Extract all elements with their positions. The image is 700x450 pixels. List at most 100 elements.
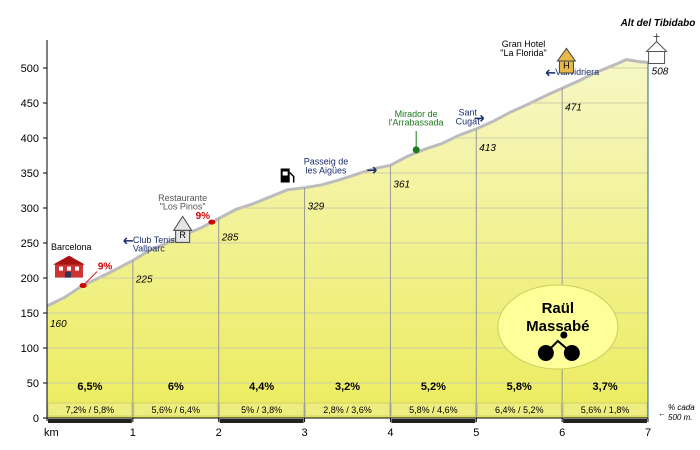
half-km-gradient-cell [219, 402, 304, 417]
town-icon-window [67, 266, 71, 271]
half-km-gradient-cell [133, 402, 218, 417]
elevation-label: 329 [308, 202, 325, 213]
arrow-left-icon [545, 69, 556, 77]
segment-gradient-label: 4,4% [249, 381, 274, 393]
poi-label: Vallparc [133, 243, 165, 253]
segment-gradient-label: 5,2% [421, 381, 446, 393]
y-tick-label: 500 [21, 63, 39, 75]
rider-bubble [497, 284, 619, 370]
half-km-gradient-cell [562, 402, 648, 417]
bicycle-icon-frame [545, 339, 573, 354]
church-icon-roof [645, 40, 668, 52]
km-strip [563, 419, 647, 423]
restaurant-icon-body [175, 229, 191, 243]
half-km-gradient-cell [305, 402, 390, 417]
poi-label: Sant [458, 108, 477, 118]
elevation-label: 413 [479, 143, 496, 154]
km-strip [48, 419, 132, 423]
x-tick-label: 3 [302, 427, 308, 439]
elevation-label: 285 [221, 233, 239, 244]
elevation-label: 160 [50, 319, 67, 330]
y-tick-label: 400 [21, 133, 39, 145]
poi-label: Barcelona [51, 242, 92, 252]
km-strip [133, 419, 218, 423]
y-tick-label: 350 [21, 168, 39, 180]
y-tick-label: 0 [33, 413, 39, 425]
steep-marker-dot [79, 283, 87, 289]
fuel-icon-hose [289, 171, 295, 183]
half-km-gradient-label: 5,6% / 6,4% [152, 405, 201, 415]
poi-label: Club Tenis [133, 235, 175, 245]
y-tick-label: 450 [21, 98, 39, 110]
x-tick-label: 2 [216, 427, 222, 439]
hotel-icon-body [558, 60, 574, 74]
rider-icon-head [560, 331, 568, 339]
y-tick-label: 150 [21, 308, 39, 320]
elevation-label: 471 [565, 102, 582, 113]
km-strip [305, 419, 390, 423]
y-tick-label: 100 [21, 343, 39, 355]
half-km-gradient-label: 7,2% / 5,8% [66, 405, 115, 415]
hotel-icon-letter: H [563, 61, 570, 71]
poi-label: "Los Pinos" [160, 201, 206, 211]
half-km-gradient-label: 6,4% / 5,2% [495, 405, 544, 415]
town-icon-window [59, 266, 63, 271]
poi-label: "La Florida" [500, 48, 546, 58]
half-km-gradient-label: 5,8% / 4,6% [409, 405, 458, 415]
x-tick-label: 6 [559, 427, 565, 439]
elevation-label: 361 [393, 179, 410, 190]
town-icon-roof [53, 255, 85, 265]
half-km-gradient-cell [477, 402, 562, 417]
restaurant-icon-letter: R [179, 230, 186, 240]
half-km-gradient-label: 5% / 3,8% [241, 405, 282, 415]
arrow-right-icon [367, 166, 377, 174]
y-tick-label: 300 [21, 203, 39, 215]
steep-marker-leader [84, 271, 98, 284]
segment-gradient-label: 6% [168, 381, 184, 393]
steep-marker-label: 9% [196, 211, 211, 222]
half-km-gradient-label: 5,6% / 1,8% [581, 405, 630, 415]
rider-first-name: Raül [542, 300, 575, 317]
gradient-note-arrow: ← [658, 409, 666, 418]
y-tick-label: 250 [21, 238, 39, 250]
x-tick-label: 7 [645, 427, 651, 439]
poi-label: Restaurante [158, 193, 207, 203]
poi-label: Gran Hotel [502, 39, 546, 49]
half-km-gradient-label: 2,8% / 3,6% [323, 405, 372, 415]
gradient-note-line1: % cada [668, 403, 695, 412]
chart-title: Alt del Tibidabo [620, 18, 696, 29]
segment-gradient-label: 3,2% [335, 381, 360, 393]
segment-gradient-label: 3,7% [593, 381, 618, 393]
x-tick-label: 5 [473, 427, 479, 439]
km-strip [219, 419, 304, 423]
rider-last-name: Massabé [526, 318, 589, 335]
poi-label: Vallvidriera [555, 67, 599, 77]
poi-label: Cugat [456, 117, 481, 127]
x-axis-label: km [44, 427, 59, 439]
steep-marker-label: 9% [98, 262, 113, 273]
viewpoint-icon [412, 146, 420, 154]
segment-gradient-label: 5,8% [507, 381, 532, 393]
town-icon-door [65, 271, 71, 278]
y-tick-label: 50 [27, 378, 39, 390]
km-strip [391, 419, 476, 423]
poi-label: Mirador de [395, 109, 438, 119]
y-tick-label: 200 [21, 273, 39, 285]
km-strip [477, 419, 562, 423]
gradient-note-line2: 500 m. [668, 413, 692, 422]
poi-label: l'Arrabassada [389, 117, 444, 127]
x-tick-label: 1 [130, 427, 136, 439]
elevation-label: 225 [135, 275, 153, 286]
half-km-gradient-cell [47, 402, 133, 417]
arrow-right-icon [474, 114, 485, 122]
segment-gradient-label: 6,5% [77, 381, 102, 393]
town-icon-window [75, 266, 79, 271]
fuel-icon-window [282, 171, 288, 176]
church-icon [648, 51, 666, 64]
half-km-gradient-cell [391, 402, 476, 417]
x-tick-label: 4 [387, 427, 393, 439]
elevation-label: 508 [652, 66, 669, 77]
arrow-left-icon [123, 237, 133, 245]
hotel-icon [556, 47, 577, 62]
